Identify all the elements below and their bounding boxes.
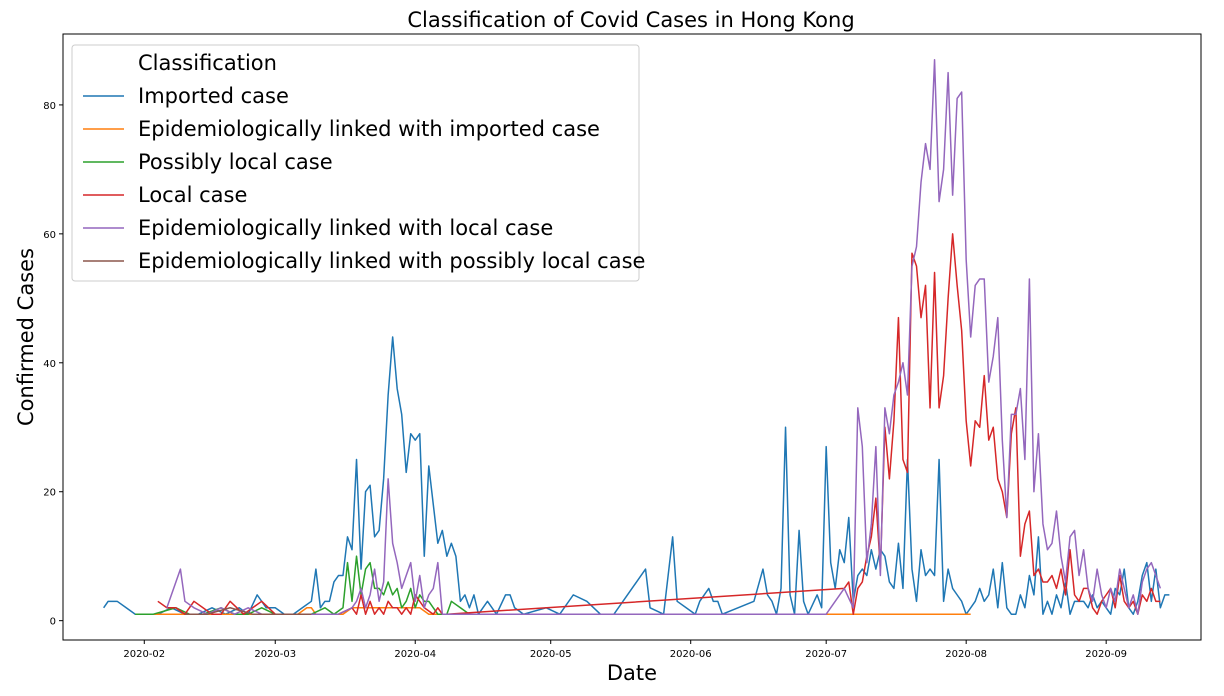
- legend-label: Imported case: [138, 84, 289, 108]
- series-line-6: [184, 607, 312, 615]
- legend-label: Local case: [138, 183, 247, 207]
- x-axis-ticks: 2020-02 2020-03 2020-04 2020-05 2020-06 2020-…: [123, 640, 1127, 660]
- y-tick-label: 20: [43, 488, 56, 499]
- y-tick-label: 80: [43, 101, 56, 112]
- y-axis-label: Confirmed Cases: [14, 248, 38, 426]
- legend-label: Epidemiologically linked with possibly l…: [138, 249, 645, 273]
- y-axis-ticks: 0 20 40 60 80: [43, 101, 63, 628]
- chart-title: Classification of Covid Cases in Hong Ko…: [407, 8, 854, 32]
- legend-label: Epidemiologically linked with imported c…: [138, 117, 600, 141]
- plot-frame: [62, 33, 1202, 641]
- x-tick-label: 2020-06: [670, 649, 712, 660]
- series-line-4: [157, 233, 1161, 615]
- x-axis-label: Date: [607, 661, 657, 685]
- legend: Classification Imported case Epidemiologi…: [71, 44, 645, 282]
- y-tick-label: 0: [50, 617, 56, 628]
- legend-title: Classification: [138, 51, 277, 75]
- x-tick-label: 2020-03: [254, 649, 296, 660]
- legend-label: Possibly local case: [138, 150, 333, 174]
- y-tick-label: 60: [43, 230, 56, 241]
- x-tick-label: 2020-05: [530, 649, 572, 660]
- legend-box: [71, 44, 640, 282]
- x-tick-label: 2020-07: [805, 649, 847, 660]
- x-tick-label: 2020-08: [945, 649, 987, 660]
- series-layer: [103, 59, 1170, 615]
- x-tick-label: 2020-09: [1085, 649, 1127, 660]
- series-line-5: [166, 59, 1162, 615]
- y-tick-label: 40: [43, 359, 56, 370]
- x-tick-label: 2020-04: [394, 649, 436, 660]
- legend-entries: Imported case Epidemiologically linked wi…: [83, 84, 645, 273]
- x-tick-label: 2020-02: [123, 649, 165, 660]
- legend-label: Epidemiologically linked with local case: [138, 216, 553, 240]
- plot-area: 2020-02 2020-03 2020-04 2020-05 2020-06 2020-…: [43, 33, 1202, 660]
